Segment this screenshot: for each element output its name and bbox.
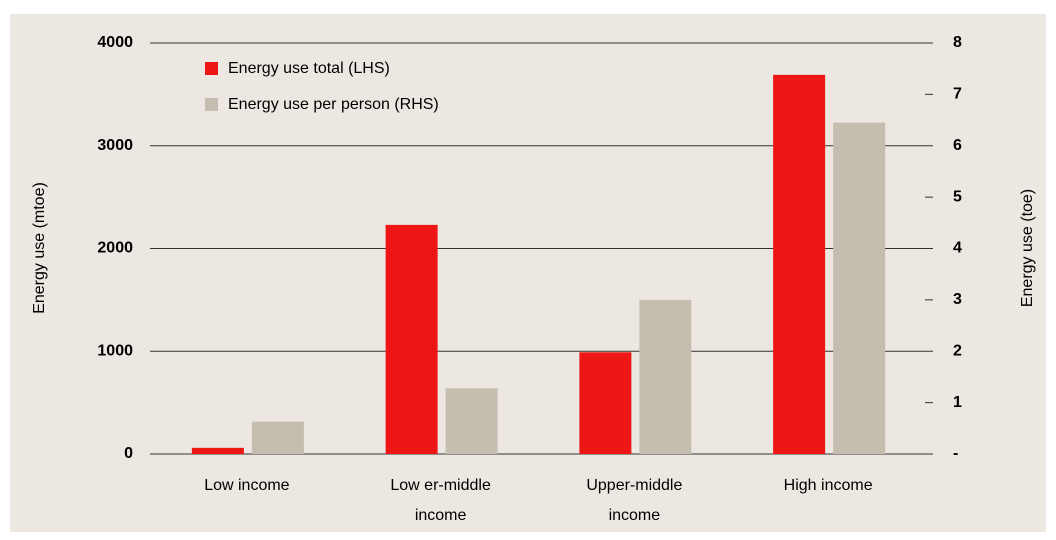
y-tick-label: 1000 (97, 342, 133, 359)
bar (773, 74, 826, 454)
y2-tick-label: - (953, 445, 958, 462)
y2-tick-label: 5 (953, 188, 962, 205)
x-tick-label: Low er-middle income (390, 477, 491, 524)
bar (385, 224, 438, 454)
legend-label: Energy use total (LHS) (228, 60, 390, 77)
x-tick-label-line: Low er-middle (390, 477, 491, 494)
y2-axis-label: Energy use (toe) (1019, 189, 1036, 307)
y-tick-label: 4000 (97, 34, 133, 51)
y-tick-label: 2000 (97, 240, 133, 257)
x-tick-label-line: income (609, 507, 661, 524)
y2-tick-label: 8 (953, 34, 962, 51)
y-tick-label: 0 (124, 445, 133, 462)
bar (833, 122, 886, 454)
y2-tick-label: 6 (953, 137, 962, 154)
bar (191, 447, 244, 454)
bar (251, 421, 304, 454)
y2-tick-label: 4 (953, 240, 962, 257)
legend-swatch (205, 62, 218, 75)
x-tick-label-line: income (415, 507, 467, 524)
bar (579, 352, 632, 454)
legend-swatch (205, 98, 218, 111)
legend-label: Energy use per person (RHS) (228, 96, 439, 113)
bar (445, 388, 498, 454)
x-tick-label: High income (784, 477, 873, 494)
y-tick-label: 3000 (97, 137, 133, 154)
y2-tick-label: 1 (953, 394, 962, 411)
x-tick-label-line: Upper-middle (586, 477, 682, 494)
y2-tick-label: 3 (953, 291, 962, 308)
y-axis-label: Energy use (mtoe) (31, 182, 48, 314)
x-tick-label: Low income (204, 477, 289, 494)
x-tick-label: Upper-middle income (586, 477, 682, 524)
y2-tick-label: 7 (953, 86, 962, 103)
y2-tick-label: 2 (953, 342, 962, 359)
bar (639, 299, 692, 454)
